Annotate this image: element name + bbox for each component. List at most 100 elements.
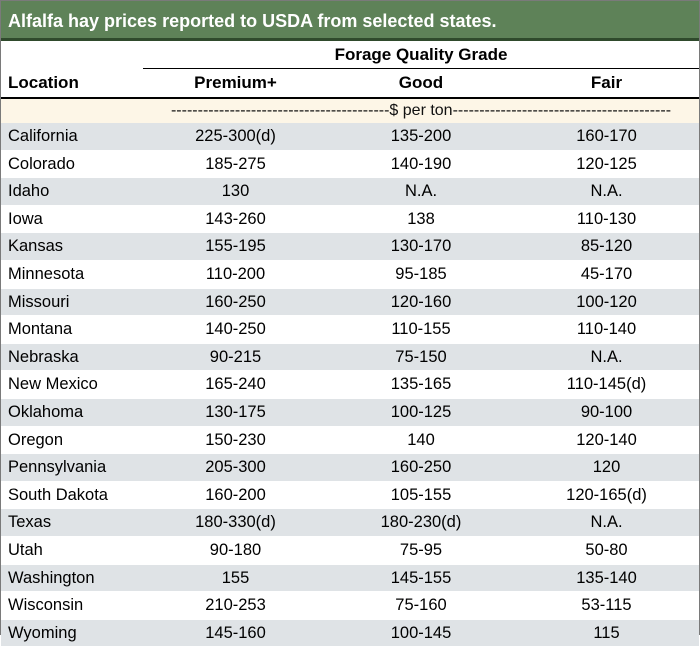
table-row: Colorado 185-275 140-190 120-125 bbox=[1, 150, 700, 179]
location-cell: Utah bbox=[1, 536, 143, 565]
good-cell: 110-155 bbox=[328, 315, 514, 344]
premium-cell: 210-253 bbox=[143, 591, 328, 620]
table-title: Alfalfa hay prices reported to USDA from… bbox=[1, 1, 699, 41]
good-cell: 100-125 bbox=[328, 398, 514, 427]
price-table: Forage Quality Grade Location Premium+ G… bbox=[1, 41, 700, 647]
premium-cell: 165-240 bbox=[143, 370, 328, 399]
fair-cell: 100-120 bbox=[514, 288, 700, 317]
table-row: Oklahoma 130-175 100-125 90-100 bbox=[1, 398, 700, 427]
premium-cell: 155-195 bbox=[143, 232, 328, 261]
good-cell: 75-150 bbox=[328, 343, 514, 372]
location-cell: Kansas bbox=[1, 232, 143, 261]
location-cell: Colorado bbox=[1, 150, 143, 179]
forage-quality-grade-header: Forage Quality Grade bbox=[143, 41, 700, 69]
fair-cell: 53-115 bbox=[514, 591, 700, 620]
table-row: Minnesota 110-200 95-185 45-170 bbox=[1, 260, 700, 289]
good-column-header: Good bbox=[328, 68, 514, 99]
good-cell: 140 bbox=[328, 426, 514, 455]
column-header-row: Location Premium+ Good Fair bbox=[1, 68, 700, 99]
location-column-header: Location bbox=[1, 68, 143, 99]
fair-cell: 110-140 bbox=[514, 315, 700, 344]
fair-cell: N.A. bbox=[514, 177, 700, 206]
location-cell: California bbox=[1, 123, 143, 151]
good-cell: 138 bbox=[328, 205, 514, 234]
table-row: California 225-300(d) 135-200 160-170 bbox=[1, 123, 700, 151]
location-cell: Montana bbox=[1, 315, 143, 344]
premium-cell: 205-300 bbox=[143, 453, 328, 482]
premium-cell: 225-300(d) bbox=[143, 123, 328, 151]
location-cell: New Mexico bbox=[1, 370, 143, 399]
good-cell: 130-170 bbox=[328, 232, 514, 261]
good-cell: 160-250 bbox=[328, 453, 514, 482]
table-row: Texas 180-330(d) 180-230(d) N.A. bbox=[1, 508, 700, 537]
location-cell: Oregon bbox=[1, 426, 143, 455]
premium-cell: 110-200 bbox=[143, 260, 328, 289]
premium-cell: 160-250 bbox=[143, 288, 328, 317]
good-cell: 145-155 bbox=[328, 564, 514, 593]
good-cell: 100-145 bbox=[328, 619, 514, 647]
table-row: Nebraska 90-215 75-150 N.A. bbox=[1, 343, 700, 372]
premium-cell: 155 bbox=[143, 564, 328, 593]
fair-cell: 45-170 bbox=[514, 260, 700, 289]
premium-cell: 145-160 bbox=[143, 619, 328, 647]
location-cell: Wisconsin bbox=[1, 591, 143, 620]
location-cell: Wyoming bbox=[1, 619, 143, 647]
fair-column-header: Fair bbox=[514, 68, 700, 99]
fair-cell: 120-165(d) bbox=[514, 481, 700, 510]
location-cell: Missouri bbox=[1, 288, 143, 317]
fair-cell: 50-80 bbox=[514, 536, 700, 565]
location-cell: Texas bbox=[1, 508, 143, 537]
premium-cell: 150-230 bbox=[143, 426, 328, 455]
location-cell: Minnesota bbox=[1, 260, 143, 289]
table-row: Missouri 160-250 120-160 100-120 bbox=[1, 288, 700, 317]
fair-cell: 160-170 bbox=[514, 123, 700, 151]
good-cell: 95-185 bbox=[328, 260, 514, 289]
location-cell: Idaho bbox=[1, 177, 143, 206]
table-row: South Dakota 160-200 105-155 120-165(d) bbox=[1, 481, 700, 510]
good-cell: 105-155 bbox=[328, 481, 514, 510]
table-row: Kansas 155-195 130-170 85-120 bbox=[1, 232, 700, 261]
table-row: Wyoming 145-160 100-145 115 bbox=[1, 619, 700, 647]
good-cell: 120-160 bbox=[328, 288, 514, 317]
table-row: Utah 90-180 75-95 50-80 bbox=[1, 536, 700, 565]
location-cell: Oklahoma bbox=[1, 398, 143, 427]
premium-cell: 143-260 bbox=[143, 205, 328, 234]
table-row: New Mexico 165-240 135-165 110-145(d) bbox=[1, 370, 700, 399]
location-cell: Washington bbox=[1, 564, 143, 593]
premium-cell: 185-275 bbox=[143, 150, 328, 179]
premium-cell: 90-215 bbox=[143, 343, 328, 372]
premium-column-header: Premium+ bbox=[143, 68, 328, 99]
location-cell: Nebraska bbox=[1, 343, 143, 372]
good-cell: 140-190 bbox=[328, 150, 514, 179]
group-header-row: Forage Quality Grade bbox=[1, 41, 700, 69]
fair-cell: 115 bbox=[514, 619, 700, 647]
fair-cell: 120-125 bbox=[514, 150, 700, 179]
table-row: Wisconsin 210-253 75-160 53-115 bbox=[1, 591, 700, 620]
premium-cell: 140-250 bbox=[143, 315, 328, 344]
premium-cell: 130 bbox=[143, 177, 328, 206]
good-cell: 75-95 bbox=[328, 536, 514, 565]
fair-cell: 90-100 bbox=[514, 398, 700, 427]
fair-cell: 135-140 bbox=[514, 564, 700, 593]
good-cell: N.A. bbox=[328, 177, 514, 206]
fair-cell: N.A. bbox=[514, 343, 700, 372]
unit-spacer bbox=[1, 98, 143, 123]
premium-cell: 160-200 bbox=[143, 481, 328, 510]
location-cell: Pennsylvania bbox=[1, 453, 143, 482]
premium-cell: 180-330(d) bbox=[143, 508, 328, 537]
header-spacer bbox=[1, 41, 143, 69]
fair-cell: 120 bbox=[514, 453, 700, 482]
premium-cell: 90-180 bbox=[143, 536, 328, 565]
table-row: Montana 140-250 110-155 110-140 bbox=[1, 315, 700, 344]
table-row: Washington 155 145-155 135-140 bbox=[1, 564, 700, 593]
location-cell: Iowa bbox=[1, 205, 143, 234]
fair-cell: 110-130 bbox=[514, 205, 700, 234]
table-row: Iowa 143-260 138 110-130 bbox=[1, 205, 700, 234]
good-cell: 135-200 bbox=[328, 123, 514, 151]
good-cell: 180-230(d) bbox=[328, 508, 514, 537]
good-cell: 75-160 bbox=[328, 591, 514, 620]
unit-label: ----------------------------------------… bbox=[143, 98, 700, 123]
fair-cell: 120-140 bbox=[514, 426, 700, 455]
table-row: Pennsylvania 205-300 160-250 120 bbox=[1, 453, 700, 482]
